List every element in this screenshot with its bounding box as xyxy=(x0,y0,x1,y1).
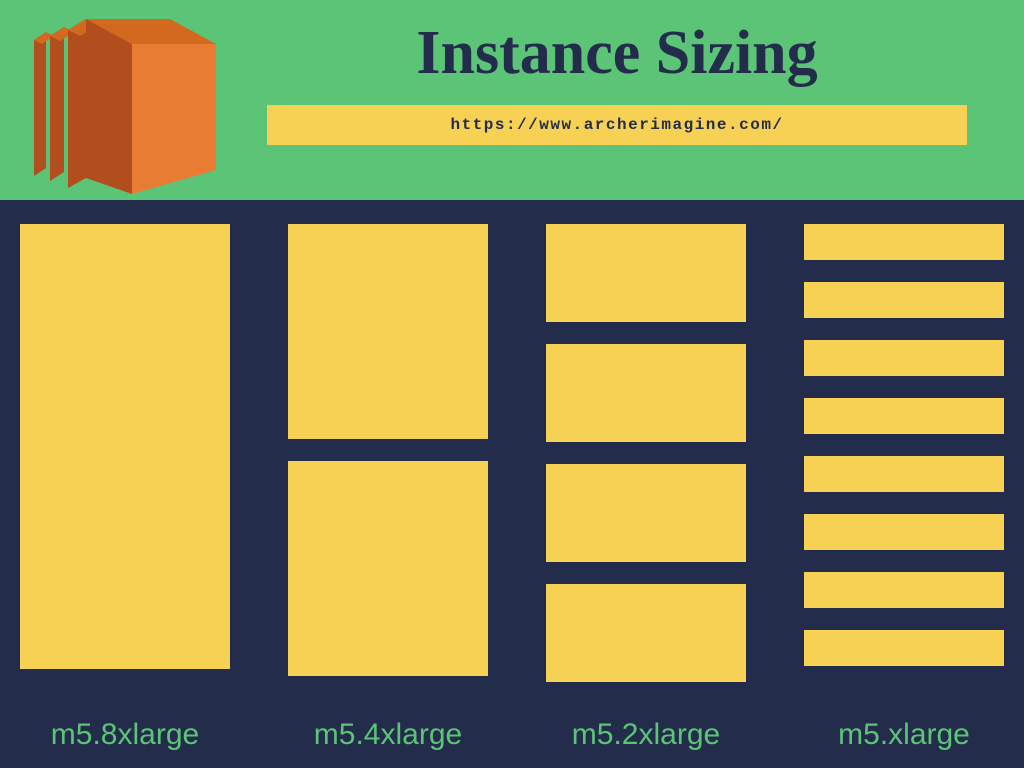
size-column: m5.2xlarge xyxy=(546,224,746,758)
instance-block xyxy=(804,224,1004,260)
page: Instance Sizing https://www.archerimagin… xyxy=(0,0,1024,768)
instance-block xyxy=(804,572,1004,608)
instance-block xyxy=(288,461,488,676)
block-stack xyxy=(20,224,230,694)
size-label: m5.xlarge xyxy=(838,718,970,758)
instance-block xyxy=(546,224,746,322)
size-label: m5.8xlarge xyxy=(51,718,199,758)
diagram-body: m5.8xlarge m5.4xlarge m5.2xlarge m5.xlarge xyxy=(0,200,1024,768)
instance-block xyxy=(804,514,1004,550)
header: Instance Sizing https://www.archerimagin… xyxy=(0,0,1024,200)
instance-block xyxy=(20,224,230,669)
block-stack xyxy=(288,224,488,694)
instance-block xyxy=(804,340,1004,376)
instance-block xyxy=(804,398,1004,434)
size-column: m5.4xlarge xyxy=(288,224,488,758)
block-stack xyxy=(804,224,1004,694)
instance-block xyxy=(804,456,1004,492)
size-column: m5.xlarge xyxy=(804,224,1004,758)
instance-block xyxy=(546,464,746,562)
block-stack xyxy=(546,224,746,694)
instance-block xyxy=(546,344,746,442)
instance-block xyxy=(804,282,1004,318)
size-label: m5.4xlarge xyxy=(314,718,462,758)
size-column: m5.8xlarge xyxy=(20,224,230,758)
url-bar: https://www.archerimagine.com/ xyxy=(267,105,967,145)
aws-ec2-logo-icon xyxy=(20,10,220,200)
url-text: https://www.archerimagine.com/ xyxy=(450,116,783,134)
page-title: Instance Sizing xyxy=(240,18,994,89)
instance-block xyxy=(546,584,746,682)
instance-block xyxy=(288,224,488,439)
title-area: Instance Sizing https://www.archerimagin… xyxy=(240,18,994,145)
size-label: m5.2xlarge xyxy=(572,718,720,758)
instance-block xyxy=(804,630,1004,666)
